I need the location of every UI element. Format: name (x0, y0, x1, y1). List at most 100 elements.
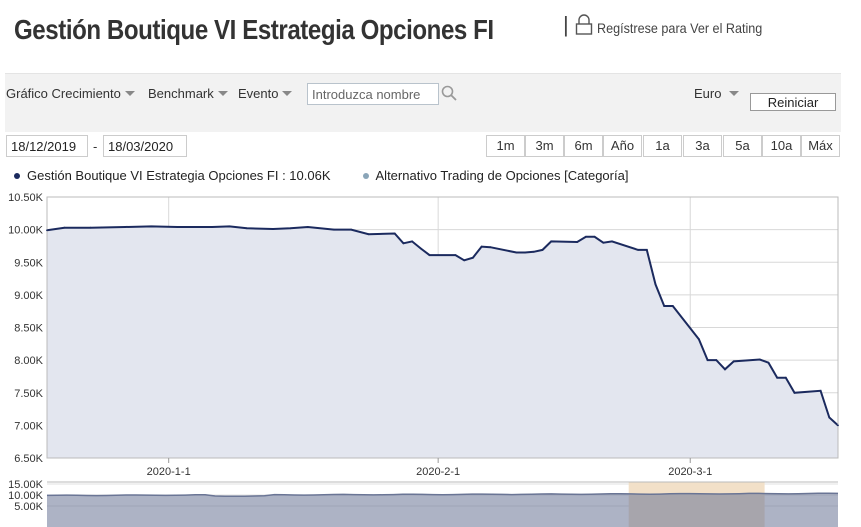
data-point (819, 389, 822, 392)
data-point (246, 227, 248, 230)
data-point (784, 376, 787, 379)
chevron-down-icon (282, 91, 293, 96)
event-dropdown[interactable]: Evento (238, 86, 293, 101)
data-point (411, 240, 413, 243)
range-button-max[interactable]: Máx (801, 135, 840, 157)
data-point (393, 232, 396, 235)
end-date-field[interactable] (103, 135, 187, 157)
range-button-5y[interactable]: 5a (723, 135, 762, 157)
chevron-down-icon (124, 91, 135, 96)
fund-legend-label[interactable]: Gestión Boutique VI Estrategia Opciones … (27, 168, 331, 183)
series-area (47, 226, 838, 458)
search-input[interactable] (307, 83, 439, 105)
data-point (698, 338, 700, 341)
range-button-10y[interactable]: 10a (762, 135, 801, 157)
data-point (306, 226, 309, 228)
chevron-down-icon (729, 91, 740, 96)
navigator-line (46, 492, 839, 498)
data-point (724, 368, 726, 371)
data-point (645, 249, 648, 251)
x-tick-label: 2020-1-1 (147, 466, 191, 478)
data-point (637, 249, 639, 251)
data-point (419, 247, 422, 250)
y-tick-label: 10.00K (8, 225, 44, 237)
data-point (793, 391, 796, 394)
category-legend-marker (362, 172, 369, 179)
lock-icon (575, 14, 593, 36)
data-point (541, 249, 544, 251)
range-button-6m[interactable]: 6m (564, 135, 603, 157)
data-point (480, 245, 483, 248)
y-tick-label: 10.50K (8, 192, 44, 204)
reset-button[interactable]: Reiniciar (750, 93, 836, 111)
data-point (837, 424, 839, 427)
data-point (654, 283, 657, 286)
data-point (350, 228, 353, 231)
data-point (611, 240, 613, 243)
growth-chart: 10.50K 10.00K 9.50K 9.00K 8.50K 8.00K 7.50K 7.0… (8, 192, 839, 527)
navigator-y-tick-label: 5.00K (14, 501, 43, 513)
currency-dropdown[interactable]: Euro (694, 86, 740, 101)
data-point (454, 254, 457, 256)
data-point (524, 251, 526, 254)
navigator-area (47, 493, 838, 527)
data-point (46, 229, 48, 232)
data-point (272, 228, 274, 230)
data-point (472, 256, 474, 259)
range-button-ytd[interactable]: Año (603, 135, 642, 157)
data-point (124, 226, 127, 228)
date-separator: - (93, 139, 98, 154)
page-title: Gestión Boutique VI Estrategia Opciones … (14, 14, 494, 45)
range-button-3y[interactable]: 3a (683, 135, 722, 157)
search-icon[interactable] (441, 85, 457, 101)
y-tick-label: 7.50K (14, 388, 43, 400)
y-tick-label: 9.00K (14, 290, 43, 302)
data-point (715, 359, 718, 361)
y-tick-label: 6.50K (14, 453, 43, 465)
data-point (428, 254, 431, 256)
data-point (402, 242, 405, 245)
data-point (532, 250, 535, 253)
range-button-1m[interactable]: 1m (486, 135, 525, 157)
data-point (828, 416, 831, 419)
data-point (150, 225, 153, 228)
fund-legend-marker (14, 172, 20, 179)
range-button-1y[interactable]: 1a (643, 135, 682, 157)
navigator-y-tick-label: 15.00K (8, 479, 44, 491)
data-point (515, 251, 518, 254)
data-point (671, 305, 674, 307)
y-axis: 10.50K 10.00K 9.50K 9.00K 8.50K 8.00K 7.50K 7.0… (8, 192, 44, 465)
data-point (576, 241, 579, 243)
data-point (367, 233, 370, 236)
data-point (228, 225, 231, 228)
growth-chart-label: Gráfico Crecimiento (6, 86, 121, 101)
date-range-bar: - 1m 3m 6m Año 1a 3a 5a 10a Máx (5, 135, 841, 159)
data-point (289, 227, 292, 230)
x-axis: 2020-1-1 2020-2-1 2020-3-1 (147, 458, 712, 478)
range-button-3m[interactable]: 3m (525, 135, 564, 157)
title-row: Gestión Boutique VI Estrategia Opciones … (14, 10, 572, 50)
y-tick-label: 8.00K (14, 355, 43, 367)
data-point (211, 226, 214, 228)
chart-legend: Gestión Boutique VI Estrategia Opciones … (14, 168, 628, 183)
register-rating-link[interactable]: Regístrese para Ver el Rating (596, 20, 763, 36)
y-tick-label: 8.50K (14, 323, 43, 335)
data-point (176, 226, 179, 228)
data-point (463, 259, 466, 262)
event-label: Evento (238, 86, 279, 101)
benchmark-label: Benchmark (148, 86, 214, 101)
data-point (585, 235, 587, 238)
data-point (732, 360, 735, 363)
data-point (776, 376, 779, 379)
category-legend-label[interactable]: Alternativo Trading de Opciones [Categor… (375, 168, 629, 183)
data-point (593, 235, 596, 238)
growth-chart-dropdown[interactable]: Gráfico Crecimiento (6, 86, 135, 101)
data-point (767, 361, 770, 364)
x-tick-label: 2020-3-1 (668, 466, 712, 478)
title-separator: | (563, 12, 569, 37)
y-tick-label: 9.50K (14, 257, 43, 269)
benchmark-dropdown[interactable]: Benchmark (148, 86, 228, 101)
currency-label: Euro (694, 86, 722, 101)
start-date-field[interactable] (6, 135, 88, 157)
